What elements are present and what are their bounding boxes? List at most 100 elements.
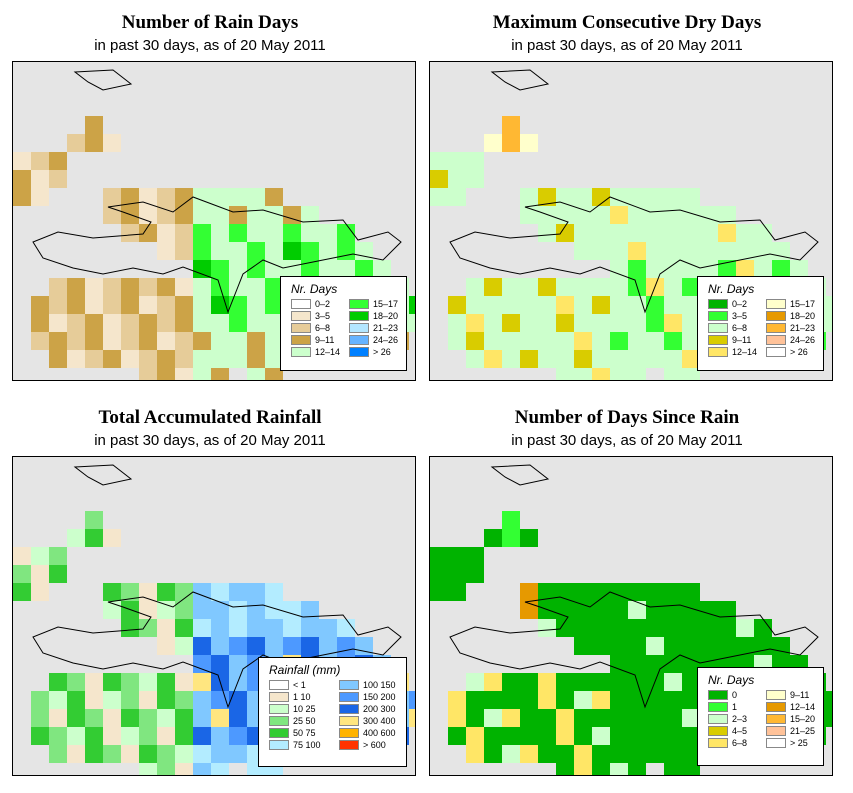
grid-cell	[193, 314, 211, 332]
grid-cell	[610, 278, 628, 296]
grid-cell	[283, 601, 301, 619]
grid-cell	[265, 224, 283, 242]
legend-swatch	[291, 335, 311, 345]
grid-cell	[484, 332, 502, 350]
grid-cell	[484, 296, 502, 314]
legend-title: Nr. Days	[708, 282, 755, 296]
grid-cell	[682, 296, 700, 314]
grid-cell	[157, 583, 175, 601]
grid-cell	[592, 368, 610, 380]
grid-cell	[31, 727, 49, 745]
grid-cell	[574, 583, 592, 601]
legend: Nr. Days 0 1 2–3 4–5 6–8 9–11 12–14 15–20 21–25 >…	[697, 667, 824, 766]
grid-cell	[103, 188, 121, 206]
grid-cell	[247, 224, 265, 242]
coastline	[449, 591, 819, 709]
grid-cell	[157, 637, 175, 655]
legend-label: < 1	[293, 680, 306, 690]
grid-cell	[13, 152, 31, 170]
legend-label: 6–8	[732, 323, 748, 333]
grid-cell	[466, 278, 484, 296]
grid-cell	[301, 242, 319, 260]
legend-title: Rainfall (mm)	[269, 663, 341, 677]
grid-cell	[31, 314, 49, 332]
grid-cell	[664, 314, 682, 332]
grid-cell	[664, 350, 682, 368]
grid-cell	[157, 278, 175, 296]
grid-cell	[139, 224, 157, 242]
grid-cell	[682, 691, 700, 709]
grid-cell	[193, 673, 211, 691]
grid-cell	[592, 727, 610, 745]
grid-cell	[556, 350, 574, 368]
grid-cell	[574, 637, 592, 655]
grid-cell	[13, 565, 31, 583]
grid-cell	[247, 278, 265, 296]
grid-cell	[646, 332, 664, 350]
grid-cell	[103, 206, 121, 224]
grid-cell	[502, 332, 520, 350]
grid-cell	[49, 709, 67, 727]
panel-dry-days: Maximum Consecutive Dry Days in past 30 …	[417, 0, 837, 390]
legend-swatch	[291, 347, 311, 357]
grid-cell	[85, 691, 103, 709]
grid-cell	[283, 619, 301, 637]
grid-cell	[67, 296, 85, 314]
grid-cell	[520, 673, 538, 691]
grid-cell	[301, 260, 319, 278]
grid-cell	[556, 224, 574, 242]
grid-cell	[718, 619, 736, 637]
grid-cell	[49, 727, 67, 745]
grid-cell	[502, 116, 520, 134]
grid-cell	[592, 224, 610, 242]
grid-cell	[409, 296, 415, 314]
grid-cell	[103, 673, 121, 691]
grid-cell	[49, 296, 67, 314]
legend-swatch	[708, 311, 728, 321]
grid-cell	[556, 296, 574, 314]
legend-swatch	[269, 728, 289, 738]
grid-cell	[211, 619, 229, 637]
grid-cell	[319, 619, 337, 637]
grid-cell	[466, 350, 484, 368]
grid-cell	[229, 188, 247, 206]
grid-cell	[664, 673, 682, 691]
grid-cell	[520, 296, 538, 314]
grid-cell	[247, 350, 265, 368]
grid-cell	[193, 296, 211, 314]
legend-label: 9–11	[790, 690, 810, 700]
grid-cell	[682, 260, 700, 278]
legend-swatch	[349, 347, 369, 357]
grid-cell	[193, 727, 211, 745]
grid-cell	[484, 529, 502, 547]
panel-subtitle: in past 30 days, as of 20 May 2011	[511, 432, 743, 449]
grid-cell	[103, 134, 121, 152]
grid-cell	[211, 314, 229, 332]
grid-cell	[664, 727, 682, 745]
grid-cell	[646, 242, 664, 260]
grid-cell	[502, 511, 520, 529]
grid-cell	[265, 350, 283, 368]
grid-cell	[157, 745, 175, 763]
legend-label: 12–14	[790, 702, 816, 712]
grid-cell	[229, 314, 247, 332]
grid-cell	[265, 332, 283, 350]
grid-cell	[448, 152, 466, 170]
grid-cell	[49, 314, 67, 332]
grid-cell	[319, 224, 337, 242]
grid-cell	[592, 763, 610, 775]
grid-cell	[610, 206, 628, 224]
grid-cell	[700, 619, 718, 637]
grid-cell	[628, 206, 646, 224]
legend-label: 9–11	[732, 335, 752, 345]
legend-swatch	[269, 704, 289, 714]
grid-cell	[826, 314, 832, 332]
legend-swatch	[339, 680, 359, 690]
grid-cell	[139, 350, 157, 368]
grid-cell	[229, 709, 247, 727]
grid-cell	[682, 745, 700, 763]
grid-cell	[211, 260, 229, 278]
grid-cell	[175, 637, 193, 655]
grid-cell	[121, 727, 139, 745]
grid-cell	[175, 691, 193, 709]
